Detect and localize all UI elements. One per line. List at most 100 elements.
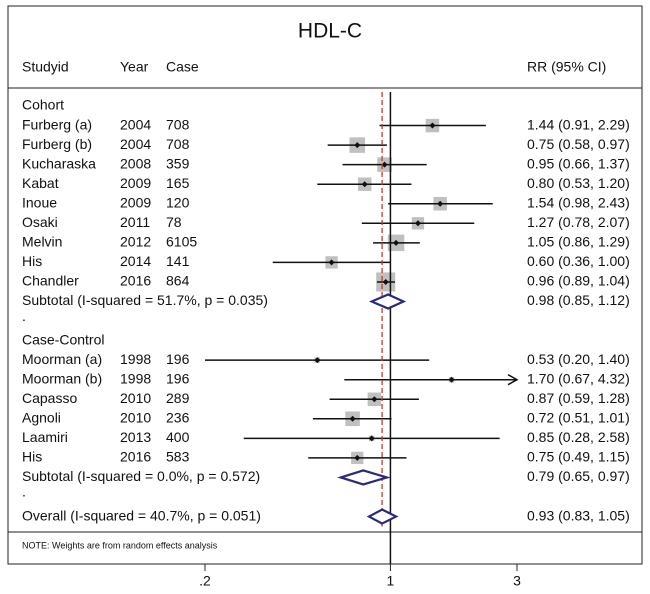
rr-label: 1.70 (0.67, 4.32): [527, 370, 630, 386]
study-year: 2004: [120, 116, 151, 132]
rr-label: 0.75 (0.58, 0.97): [527, 136, 630, 152]
rr-label: 0.95 (0.66, 1.37): [527, 155, 630, 171]
study-case: 196: [166, 370, 190, 386]
study-case: 289: [166, 390, 190, 406]
point: [349, 415, 356, 422]
rr-label: 0.96 (0.89, 1.04): [527, 273, 630, 289]
study-name: Inoue: [22, 194, 57, 210]
summary-diamond: [368, 293, 407, 310]
study-name: Moorman (b): [22, 370, 102, 386]
study-case: 141: [166, 253, 190, 269]
point: [354, 142, 361, 149]
ci-arrow: [507, 374, 519, 386]
rr-label: 0.72 (0.51, 1.01): [527, 410, 630, 426]
study-year: 2008: [120, 155, 151, 171]
column-header: Studyid: [22, 59, 69, 75]
point: [314, 357, 321, 364]
rr-label: 0.79 (0.65, 0.97): [527, 468, 630, 484]
study-case: 236: [166, 410, 190, 426]
x-tick-label: .2: [199, 573, 211, 589]
study-name: His: [22, 449, 42, 465]
rr-label: 0.85 (0.28, 2.58): [527, 429, 630, 445]
study-year: 2016: [120, 273, 151, 289]
study-name: Melvin: [22, 234, 62, 250]
point: [361, 181, 368, 188]
rr-label: 0.80 (0.53, 1.20): [527, 175, 630, 191]
point: [429, 122, 436, 129]
rr-label: 0.75 (0.49, 1.15): [527, 449, 630, 465]
rr-label: 0.93 (0.83, 1.05): [527, 507, 630, 523]
point: [448, 376, 455, 383]
chart-title: HDL-C: [298, 20, 362, 43]
study-case: 165: [166, 175, 190, 191]
group-name: Case-Control: [22, 331, 104, 347]
study-year: 2010: [120, 390, 151, 406]
point: [437, 200, 444, 207]
x-tick-label: 1: [387, 573, 395, 589]
frame: [7, 5, 643, 565]
rr-label: 0.87 (0.59, 1.28): [527, 390, 630, 406]
study-name: Agnoli: [22, 410, 61, 426]
study-name: Chandler: [22, 273, 79, 289]
study-year: 2014: [120, 253, 151, 269]
column-header: RR (95% CI): [527, 59, 606, 75]
study-name: Laamiri: [22, 429, 68, 445]
summary-diamond: [366, 508, 399, 525]
study-name: Furberg (b): [22, 136, 92, 152]
summary-label: Subtotal (I-squared = 0.0%, p = 0.572): [22, 468, 260, 484]
study-name: Moorman (a): [22, 351, 102, 367]
study-year: 2009: [120, 175, 151, 191]
rr-label: 1.44 (0.91, 2.29): [527, 116, 630, 132]
study-year: 2011: [120, 214, 150, 230]
study-year: 2004: [120, 136, 151, 152]
x-tick-label: 3: [513, 573, 521, 589]
rr-label: 1.05 (0.86, 1.29): [527, 234, 630, 250]
study-name: Capasso: [22, 390, 77, 406]
study-name: His: [22, 253, 42, 269]
study-case: 120: [166, 194, 190, 210]
separator: .: [22, 484, 26, 500]
point: [393, 239, 400, 246]
study-case: 359: [166, 155, 190, 171]
study-year: 2009: [120, 194, 151, 210]
rr-label: 0.53 (0.20, 1.40): [527, 351, 630, 367]
point: [414, 220, 421, 227]
study-name: Kucharaska: [22, 155, 96, 171]
column-header: Year: [120, 59, 149, 75]
study-name: Osaki: [22, 214, 58, 230]
note: NOTE: Weights are from random effects an…: [22, 540, 218, 550]
study-case: 864: [166, 273, 190, 289]
group-name: Cohort: [22, 97, 64, 113]
summary-label: Subtotal (I-squared = 51.7%, p = 0.035): [22, 292, 268, 308]
summary-label: Overall (I-squared = 40.7%, p = 0.051): [22, 507, 261, 523]
separator: .: [22, 308, 26, 324]
point: [371, 396, 378, 403]
summary-diamond: [337, 469, 391, 486]
point: [328, 259, 335, 266]
study-case: 708: [166, 116, 190, 132]
point: [368, 435, 375, 442]
point: [354, 454, 361, 461]
study-case: 708: [166, 136, 190, 152]
study-year: 2013: [120, 429, 151, 445]
study-name: Kabat: [22, 175, 59, 191]
study-case: 583: [166, 449, 190, 465]
study-case: 400: [166, 429, 190, 445]
study-year: 1998: [120, 370, 151, 386]
study-year: 2016: [120, 449, 151, 465]
rr-label: 1.27 (0.78, 2.07): [527, 214, 630, 230]
column-header: Case: [166, 59, 199, 75]
point: [381, 161, 388, 168]
point: [382, 278, 389, 285]
study-name: Furberg (a): [22, 116, 92, 132]
rr-label: 0.60 (0.36, 1.00): [527, 253, 630, 269]
study-year: 1998: [120, 351, 151, 367]
study-case: 78: [166, 214, 182, 230]
study-year: 2012: [120, 234, 151, 250]
study-case: 196: [166, 351, 190, 367]
study-year: 2010: [120, 410, 151, 426]
rr-label: 1.54 (0.98, 2.43): [527, 194, 630, 210]
study-case: 6105: [166, 234, 197, 250]
rr-label: 0.98 (0.85, 1.12): [527, 292, 630, 308]
